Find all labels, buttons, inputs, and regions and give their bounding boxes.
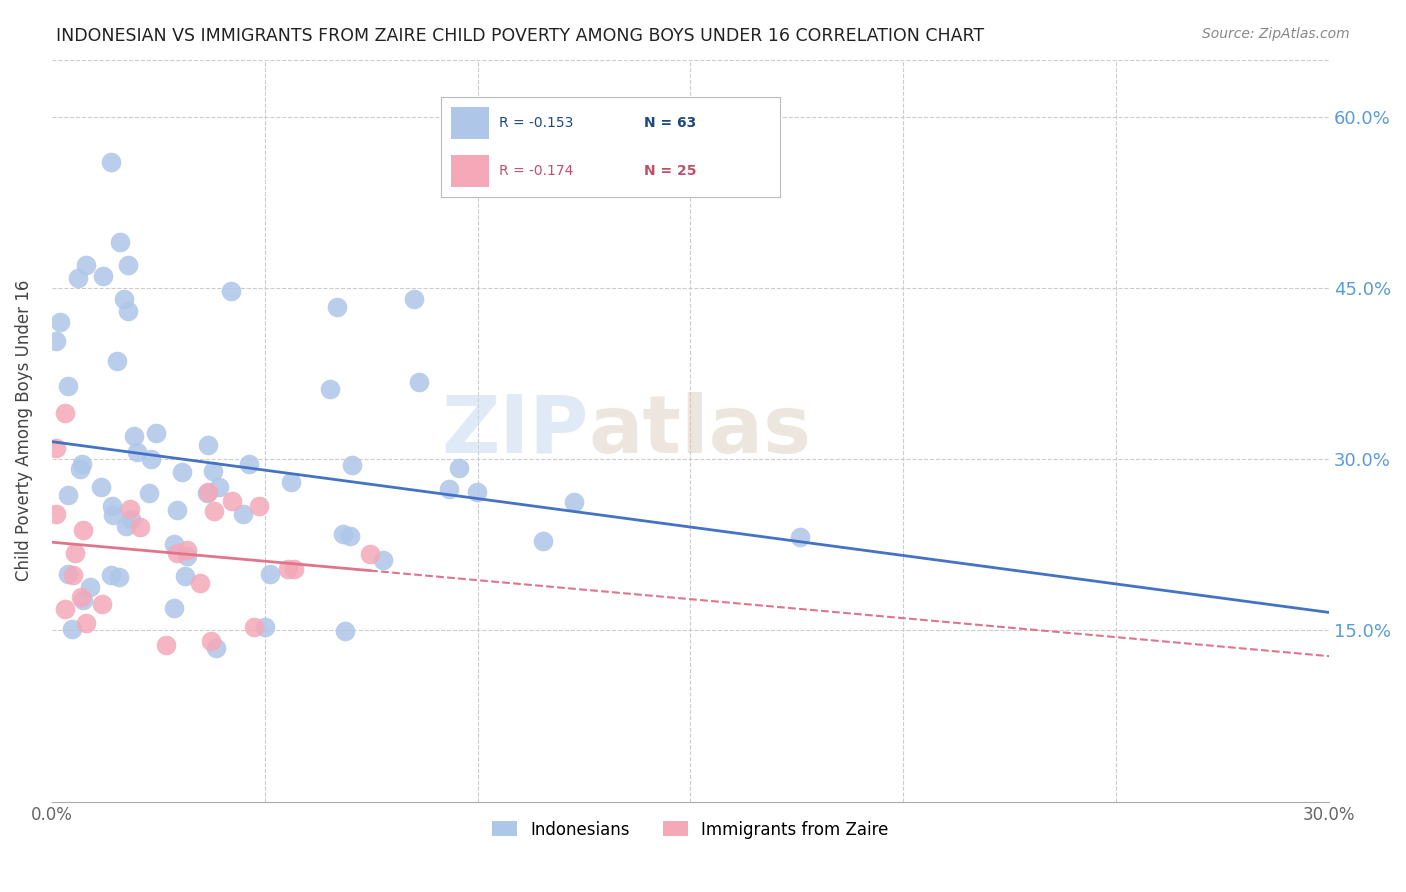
Point	[108, 569, 131, 583]
Point	[254, 620, 277, 634]
Point	[101, 508, 124, 523]
Point	[66, 270, 89, 285]
Point	[333, 624, 356, 638]
Point	[259, 566, 281, 581]
Point	[56, 379, 79, 393]
Point	[72, 593, 94, 607]
Point	[45, 507, 67, 521]
Point	[319, 382, 342, 396]
Point	[62, 567, 84, 582]
Y-axis label: Child Poverty Among Boys Under 16: Child Poverty Among Boys Under 16	[15, 280, 32, 582]
Point	[533, 534, 555, 549]
Point	[120, 512, 142, 526]
Point	[195, 486, 218, 500]
Point	[124, 429, 146, 443]
Point	[562, 495, 585, 509]
Point	[197, 484, 219, 499]
Point	[125, 445, 148, 459]
Point	[170, 465, 193, 479]
Point	[219, 284, 242, 298]
Point	[138, 486, 160, 500]
Point	[437, 482, 460, 496]
Point	[45, 334, 67, 348]
Point	[247, 499, 270, 513]
Point	[60, 622, 83, 636]
Point	[197, 438, 219, 452]
Point	[449, 460, 471, 475]
Point	[174, 568, 197, 582]
Legend: Indonesians, Immigrants from Zaire: Indonesians, Immigrants from Zaire	[485, 814, 896, 846]
Point	[176, 549, 198, 563]
Point	[90, 480, 112, 494]
Text: INDONESIAN VS IMMIGRANTS FROM ZAIRE CHILD POVERTY AMONG BOYS UNDER 16 CORRELATIO: INDONESIAN VS IMMIGRANTS FROM ZAIRE CHIL…	[56, 27, 984, 45]
Point	[283, 562, 305, 576]
Point	[70, 590, 93, 604]
Point	[359, 547, 381, 561]
Point	[408, 375, 430, 389]
Point	[128, 519, 150, 533]
Point	[371, 552, 394, 566]
Point	[114, 519, 136, 533]
Point	[79, 580, 101, 594]
Point	[69, 461, 91, 475]
Point	[72, 457, 94, 471]
Point	[339, 529, 361, 543]
Point	[789, 530, 811, 544]
Point	[163, 537, 186, 551]
Point	[402, 293, 425, 307]
Point	[100, 155, 122, 169]
Point	[91, 269, 114, 284]
Point	[63, 546, 86, 560]
Point	[72, 524, 94, 538]
Point	[326, 300, 349, 314]
Point	[204, 640, 226, 655]
Point	[202, 504, 225, 518]
Point	[118, 502, 141, 516]
Point	[117, 303, 139, 318]
Point	[232, 507, 254, 521]
Point	[45, 442, 67, 456]
Point	[465, 485, 488, 500]
Text: atlas: atlas	[588, 392, 811, 469]
Point	[202, 464, 225, 478]
Point	[163, 601, 186, 615]
Point	[75, 258, 97, 272]
Text: ZIP: ZIP	[441, 392, 588, 469]
Point	[58, 567, 80, 582]
Point	[176, 542, 198, 557]
Point	[166, 503, 188, 517]
Point	[277, 562, 299, 576]
Point	[238, 457, 260, 471]
Text: Source: ZipAtlas.com: Source: ZipAtlas.com	[1202, 27, 1350, 41]
Point	[100, 567, 122, 582]
Point	[221, 494, 243, 508]
Point	[108, 235, 131, 250]
Point	[117, 258, 139, 272]
Point	[280, 475, 302, 490]
Point	[112, 293, 135, 307]
Point	[56, 487, 79, 501]
Point	[155, 638, 177, 652]
Point	[105, 354, 128, 368]
Point	[91, 597, 114, 611]
Point	[340, 458, 363, 472]
Point	[208, 480, 231, 494]
Point	[139, 451, 162, 466]
Point	[188, 576, 211, 591]
Point	[243, 619, 266, 633]
Point	[166, 546, 188, 560]
Point	[53, 407, 76, 421]
Point	[200, 634, 222, 648]
Point	[49, 315, 72, 329]
Point	[145, 425, 167, 440]
Point	[100, 500, 122, 514]
Point	[53, 601, 76, 615]
Point	[332, 526, 354, 541]
Point	[75, 615, 97, 630]
